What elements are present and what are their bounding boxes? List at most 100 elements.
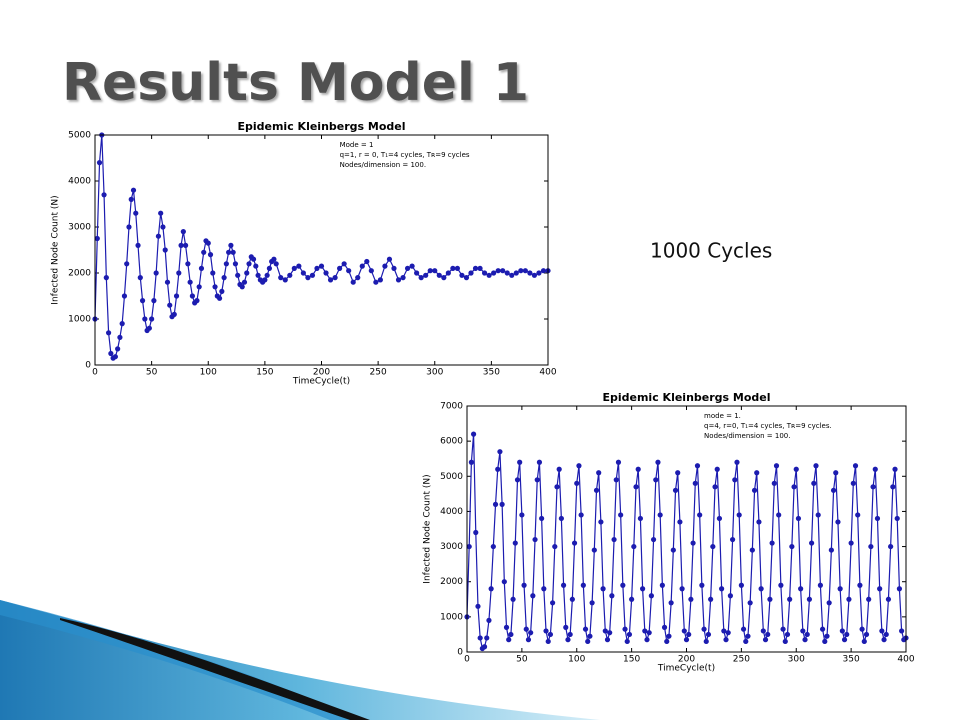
data-point	[216, 295, 223, 301]
data-point	[580, 582, 586, 588]
chart: Epidemic Kleinbergs Model010002000300040…	[40, 118, 560, 390]
data-point	[518, 268, 524, 274]
data-point	[508, 631, 514, 638]
data-point	[513, 270, 519, 276]
data-point	[382, 263, 388, 269]
data-point	[117, 334, 123, 340]
y-tick-label: 3000	[440, 542, 463, 552]
data-point	[262, 277, 268, 283]
data-point	[888, 543, 894, 550]
data-point	[637, 515, 644, 522]
data-point	[514, 477, 521, 483]
data-point	[589, 600, 595, 606]
data-point	[655, 459, 661, 465]
data-point	[740, 626, 747, 632]
data-point	[510, 596, 516, 602]
data-point	[105, 330, 112, 336]
data-point	[346, 268, 352, 274]
data-point	[593, 487, 600, 493]
data-point	[459, 272, 465, 278]
data-point	[620, 582, 626, 588]
data-point	[743, 638, 749, 645]
data-point	[427, 268, 433, 274]
data-point	[241, 279, 248, 285]
data-point	[500, 268, 506, 274]
data-point	[571, 540, 578, 546]
x-tick-label: 0	[92, 368, 98, 378]
data-point	[239, 284, 245, 290]
data-point	[314, 265, 320, 271]
data-point	[525, 637, 532, 643]
data-point	[521, 582, 527, 588]
data-point	[212, 284, 218, 290]
data-point	[226, 249, 232, 255]
data-point	[679, 586, 685, 592]
data-point	[466, 543, 472, 550]
data-point	[896, 586, 903, 592]
data-point	[492, 501, 499, 507]
x-tick-label: 250	[733, 655, 750, 665]
data-point	[94, 235, 100, 242]
data-point	[196, 284, 202, 290]
y-tick-label: 1000	[68, 315, 91, 325]
data-point	[377, 277, 383, 283]
y-tick-label: 0	[457, 648, 463, 658]
data-point	[868, 543, 874, 550]
data-point	[607, 630, 613, 636]
data-point	[732, 477, 738, 483]
data-point	[870, 484, 876, 490]
data-point	[250, 256, 257, 262]
data-point	[488, 586, 494, 592]
data-point	[681, 628, 687, 634]
data-point	[694, 463, 701, 469]
x-tick-label: 100	[568, 655, 585, 665]
data-point	[793, 466, 799, 472]
x-tick-label: 350	[483, 368, 500, 378]
data-point	[185, 261, 191, 267]
data-point	[554, 484, 560, 490]
data-point	[734, 459, 740, 465]
data-point	[758, 586, 764, 592]
data-point	[359, 263, 365, 269]
data-point	[499, 501, 505, 507]
data-point	[475, 603, 481, 609]
data-point	[574, 480, 580, 486]
x-tick-label: 150	[256, 368, 273, 378]
data-point	[879, 628, 885, 634]
data-point	[815, 512, 821, 518]
chart: Epidemic Kleinbergs Model010002000300040…	[414, 390, 924, 674]
data-point	[255, 272, 261, 278]
data-point	[173, 293, 180, 299]
data-point	[472, 265, 479, 271]
chart-title: Epidemic Kleinbergs Model	[237, 120, 405, 133]
data-point	[611, 536, 617, 543]
data-point	[180, 229, 186, 235]
data-point	[714, 466, 720, 472]
data-point	[725, 630, 731, 636]
data-point	[517, 459, 523, 465]
data-point	[463, 275, 470, 281]
data-point	[477, 635, 483, 641]
data-point	[591, 547, 597, 553]
y-tick-label: 2000	[68, 269, 91, 279]
data-point	[318, 263, 325, 269]
data-point	[332, 275, 338, 281]
data-point	[738, 582, 744, 588]
data-point	[355, 275, 361, 281]
x-tick-label: 200	[678, 655, 695, 665]
data-point	[841, 637, 848, 643]
x-tick-label: 200	[313, 368, 330, 378]
data-point	[368, 268, 374, 274]
y-axis-label: Infected Node Count (N)	[51, 195, 61, 304]
data-point	[727, 593, 734, 599]
data-point	[773, 463, 780, 469]
data-point	[119, 321, 125, 327]
data-point	[501, 579, 507, 585]
annotation: Mode = 1	[340, 141, 374, 149]
data-point	[135, 242, 141, 248]
data-point	[787, 596, 793, 602]
data-point	[633, 484, 639, 490]
data-point	[350, 279, 356, 285]
data-point	[545, 638, 551, 645]
data-point	[626, 631, 633, 638]
